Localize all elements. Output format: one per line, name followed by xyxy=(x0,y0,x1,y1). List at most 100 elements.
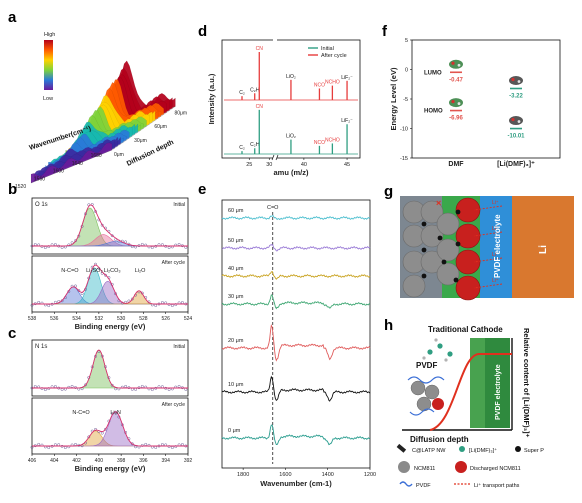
super-p-dot xyxy=(437,235,443,241)
depth-tick: 30μm xyxy=(134,138,147,144)
xps-data-point xyxy=(177,242,181,246)
xps-data-point xyxy=(60,246,64,249)
xps-tick-label: 406 xyxy=(28,458,37,464)
xps-tick-label: 536 xyxy=(50,316,59,322)
xps-data-point xyxy=(150,246,154,250)
orbital-atom xyxy=(517,120,521,123)
ir-annotation: C=O xyxy=(267,205,279,211)
orbital-atom xyxy=(511,77,515,82)
panel-h-label: h xyxy=(384,317,393,334)
wavenumber-tick: 1560 xyxy=(34,176,45,182)
panel-a-depth-ticks: 0μm 30μm 60μm 80μm xyxy=(114,110,187,158)
xps-tick-label: 534 xyxy=(72,316,81,322)
ir-series-label: 40 μm xyxy=(228,266,244,272)
xps-data-point xyxy=(157,385,161,389)
xps-data-point xyxy=(47,245,51,249)
xps-data-point xyxy=(130,442,134,446)
depth-tick: 0μm xyxy=(114,152,124,158)
colorbar-high-label: High xyxy=(44,32,55,38)
ms-break-mark xyxy=(275,154,279,161)
ncm811-particle xyxy=(424,384,440,400)
xps-data-point xyxy=(140,443,144,447)
ir-series-label: 20 μm xyxy=(228,338,244,344)
ms-ylabel: Intensity (a.u.) xyxy=(207,73,216,124)
blocked-path-mark: × xyxy=(436,198,441,208)
ms-break-mark xyxy=(271,154,275,161)
xps-tick-label: 524 xyxy=(184,316,193,322)
xps-data-point xyxy=(174,445,178,449)
energy-frame xyxy=(411,39,561,159)
ms-peak-label: LiO₂ xyxy=(286,74,296,80)
xps-data-point xyxy=(167,445,171,449)
xps-tick-label: 538 xyxy=(28,316,37,322)
xps-data-point xyxy=(40,245,44,249)
h-legend: C@LATP NW [Li(DMF)₃]⁺ Super P NCM811 Dis… xyxy=(396,443,544,489)
xps-data-point xyxy=(87,435,91,439)
ir-spectrum-line xyxy=(221,375,371,402)
lumo-label: LUMO xyxy=(424,70,442,76)
ms-xlabel: amu (m/z) xyxy=(273,168,309,177)
xps-data-point xyxy=(33,385,37,388)
traditional-cathode-label: Traditional Cathode xyxy=(428,325,503,334)
xps-data-point xyxy=(33,243,37,246)
super-p-dot xyxy=(421,247,427,253)
panel-c: c N 1s Initial After cycle N-C=O Li₃N 406 404 4… xyxy=(8,325,192,473)
energy-tick-label: 0 xyxy=(405,68,408,74)
ms-axis-break xyxy=(273,39,277,159)
xps-frame xyxy=(31,255,189,313)
ms-peak-label: LiF₂⁻ xyxy=(341,118,353,124)
xps-data-point xyxy=(80,292,84,296)
energy-level-value: -3.22 xyxy=(509,93,523,99)
xps-data-point xyxy=(130,387,134,391)
ms-peak-label: CN xyxy=(256,104,264,110)
panel-f-label: f xyxy=(382,23,388,40)
xps-data-point xyxy=(170,446,174,450)
ms-legend-label: Initial xyxy=(321,46,334,52)
orbital-atom xyxy=(517,80,521,83)
xps-data-point xyxy=(37,442,41,446)
pvdf-electrolyte-layer xyxy=(480,196,512,298)
xps-envelope xyxy=(32,264,188,305)
li-ion-label: Li⁺ xyxy=(492,200,499,206)
legend-transport: Li⁺ transport paths xyxy=(474,482,520,489)
xps-tick-label: 528 xyxy=(139,316,148,322)
ms-tick-label: 25 xyxy=(246,162,252,168)
xps-data-point xyxy=(144,442,148,446)
xps-data-point xyxy=(180,301,184,304)
orbital-blob xyxy=(449,59,463,69)
ncm811-particle xyxy=(436,262,460,286)
depth-tick: 60μm xyxy=(154,124,167,130)
legend-superp-swatch xyxy=(515,446,521,452)
xps-data-point xyxy=(180,443,184,446)
ncm811-particle xyxy=(420,200,444,224)
wavenumber-tick: 1600 xyxy=(53,169,64,175)
xps-data-point xyxy=(74,386,77,389)
xps-data-point xyxy=(184,387,188,391)
ir-xlabel: Wavenumber (cm-1) xyxy=(260,479,332,488)
panel-a: a High Low Wavenumber(cm⁻¹) Diffusion de… xyxy=(8,9,187,190)
xps-data-point xyxy=(43,246,47,250)
xps-data-point xyxy=(74,442,77,446)
ms-peak-label: NCHO xyxy=(325,80,340,86)
ir-series-label: 30 μm xyxy=(228,294,244,300)
xps-data-point xyxy=(150,388,154,392)
orbital-atom xyxy=(451,99,455,104)
panel-e-label: e xyxy=(198,181,206,198)
ncm811-particle xyxy=(436,238,460,262)
pvdf-label: PVDF xyxy=(416,361,437,370)
energy-tick-label: -15 xyxy=(400,156,408,162)
colorbar xyxy=(44,40,53,90)
surface-slice xyxy=(30,142,113,184)
xps-tick-label: 532 xyxy=(95,316,104,322)
discharged-ncm811-particle xyxy=(455,275,481,301)
xps-xlabel: Binding energy (eV) xyxy=(75,322,146,331)
li-transport-path xyxy=(473,231,503,237)
xps-data-point xyxy=(110,383,114,387)
panel-c-label: c xyxy=(8,325,16,342)
panel-a-label: a xyxy=(8,9,17,26)
ir-series-label: 0 μm xyxy=(228,428,241,434)
ms-peak-label: NCHO xyxy=(325,137,340,143)
panel-a-wavenumber-ticks: 1520 1560 1600 1640 1680 xyxy=(15,153,102,190)
xps-data-point xyxy=(100,431,104,435)
